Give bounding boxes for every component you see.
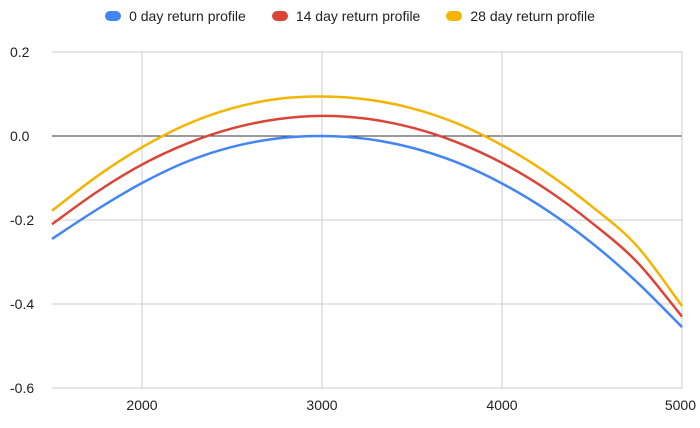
legend-label-28day: 28 day return profile xyxy=(470,8,595,24)
x-tick-label: 3000 xyxy=(306,397,337,413)
x-tick-label: 4000 xyxy=(486,397,517,413)
legend-item-0day: 0 day return profile xyxy=(105,8,246,24)
y-tick-label: 0.0 xyxy=(10,128,30,144)
x-tick-label: 2000 xyxy=(126,397,157,413)
x-tick-label: 5000 xyxy=(665,397,696,413)
legend-swatch-0day xyxy=(105,11,122,21)
y-tick-label: -0.4 xyxy=(10,296,34,312)
legend: 0 day return profile 14 day return profi… xyxy=(0,8,700,24)
y-tick-label: -0.6 xyxy=(10,380,34,396)
series-line-28day xyxy=(51,95,684,307)
y-tick-label: -0.2 xyxy=(10,212,34,228)
y-tick-label: 0.2 xyxy=(10,44,30,60)
legend-item-14day: 14 day return profile xyxy=(271,8,421,24)
legend-item-28day: 28 day return profile xyxy=(446,8,595,24)
series-line-0day xyxy=(51,134,683,328)
legend-label-14day: 14 day return profile xyxy=(295,8,421,24)
legend-label-0day: 0 day return profile xyxy=(129,8,246,24)
legend-swatch-14day xyxy=(271,11,288,21)
series-line-14day xyxy=(51,114,683,318)
legend-swatch-28day xyxy=(446,11,463,21)
